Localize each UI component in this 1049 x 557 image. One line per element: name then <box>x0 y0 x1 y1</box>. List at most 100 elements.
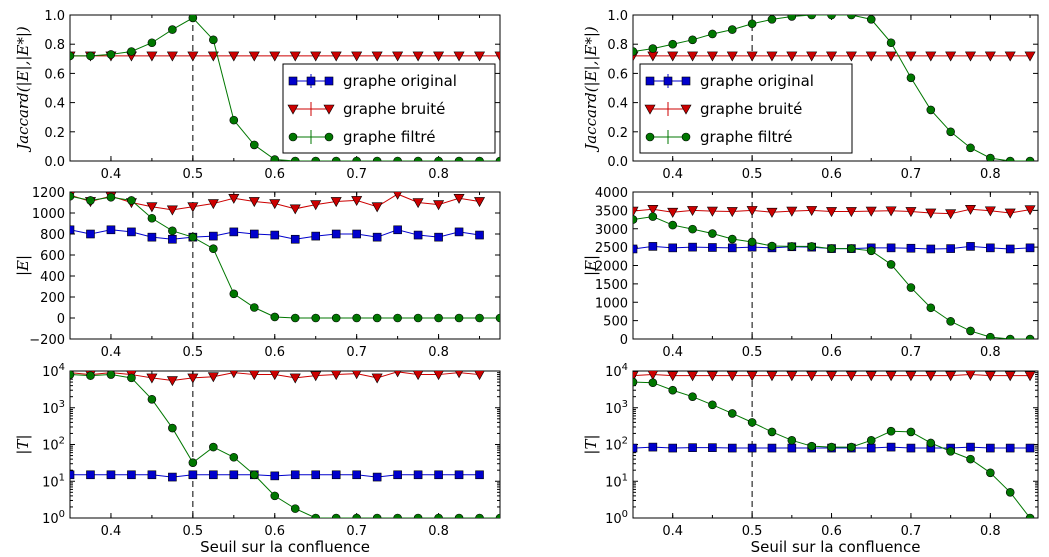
data-point <box>127 373 136 383</box>
data-point <box>209 35 218 45</box>
data-point <box>806 371 818 382</box>
data-point <box>434 313 443 323</box>
data-point <box>807 15 816 20</box>
data-point <box>475 470 484 480</box>
data-point <box>127 470 136 480</box>
data-point <box>727 409 737 418</box>
y-tick-label: 400 <box>40 270 65 285</box>
data-point <box>434 513 443 518</box>
data-point <box>187 51 199 62</box>
data-point <box>964 204 977 215</box>
data-point <box>925 208 937 219</box>
x-tick-label: 0.4 <box>662 345 683 360</box>
data-point <box>207 199 219 210</box>
data-point <box>827 15 836 20</box>
data-point <box>229 227 239 237</box>
x-tick-label: 0.4 <box>101 345 122 360</box>
data-point <box>865 206 877 217</box>
data-point <box>352 513 361 518</box>
data-point <box>371 373 383 384</box>
y-tick-label: 0.4 <box>44 97 65 112</box>
data-point <box>127 47 136 56</box>
data-point <box>249 470 259 480</box>
data-point <box>906 427 916 437</box>
data-point <box>687 51 699 62</box>
data-point <box>946 244 955 253</box>
x-tick-label: 0.6 <box>821 345 842 360</box>
data-point <box>786 206 798 217</box>
y-tick-label: 0.2 <box>44 126 65 141</box>
data-point <box>168 25 177 34</box>
data-point <box>249 140 259 150</box>
data-point <box>331 371 342 381</box>
data-point <box>1025 156 1035 161</box>
data-point <box>946 447 955 456</box>
y-axis-label: |T| <box>582 434 600 454</box>
data-point <box>747 19 757 29</box>
data-point <box>965 371 976 381</box>
y-tick-label: 104 <box>605 362 628 380</box>
x-tick-label: 0.5 <box>742 167 763 182</box>
y-axis-label: |E| <box>582 255 600 276</box>
data-point <box>906 283 916 292</box>
data-point <box>708 229 717 238</box>
data-point <box>668 243 678 253</box>
x-tick-label: 0.5 <box>742 524 763 539</box>
data-point <box>1025 243 1035 253</box>
data-point <box>229 115 239 125</box>
data-point <box>845 207 857 218</box>
data-point <box>413 156 423 161</box>
data-point <box>845 371 857 382</box>
x-tick-label: 0.8 <box>980 345 1001 360</box>
data-point <box>966 143 975 153</box>
data-point <box>270 155 280 161</box>
data-point <box>290 234 300 244</box>
data-point <box>86 229 95 239</box>
data-point <box>392 51 404 62</box>
data-point <box>454 313 464 323</box>
x-tick-label: 0.4 <box>101 167 122 182</box>
data-point <box>866 246 876 256</box>
series-line <box>633 216 1031 339</box>
data-point <box>269 371 280 381</box>
data-point <box>746 51 758 62</box>
y-tick-label: 0 <box>57 312 65 327</box>
legend-entry: graphe original <box>700 72 814 90</box>
x-tick-label: 0.7 <box>346 167 367 182</box>
y-axis-label: Jaccard(|E|,|E*|) <box>582 26 600 153</box>
data-point <box>187 202 199 213</box>
data-point <box>412 371 424 381</box>
data-point <box>188 470 198 480</box>
data-point <box>806 51 818 62</box>
data-point <box>806 206 818 216</box>
data-point <box>847 244 856 253</box>
data-point <box>413 513 423 518</box>
data-point <box>1025 443 1035 453</box>
data-point <box>433 371 444 381</box>
data-point <box>290 313 300 323</box>
x-tick-label: 0.8 <box>980 524 1001 539</box>
data-point <box>168 472 177 482</box>
data-point <box>647 204 659 215</box>
data-point <box>453 194 465 204</box>
data-point <box>331 229 341 239</box>
data-point <box>207 51 219 62</box>
data-point <box>86 371 95 380</box>
data-point <box>984 51 996 62</box>
data-point <box>413 313 423 323</box>
data-point <box>946 127 955 137</box>
data-point <box>1025 334 1035 339</box>
y-tick-label: −200 <box>29 333 65 348</box>
data-point <box>708 29 717 39</box>
data-point <box>168 423 177 433</box>
data-point <box>393 470 402 480</box>
y-tick-label: 0.8 <box>607 38 628 53</box>
data-point <box>847 442 856 452</box>
data-point <box>351 196 363 207</box>
data-point <box>106 50 116 59</box>
data-point <box>1004 371 1016 382</box>
legend: graphe original graphe bruité graphe filtr… <box>639 63 853 154</box>
x-tick-label: 0.5 <box>183 524 204 539</box>
y-tick-label: 102 <box>605 436 628 454</box>
